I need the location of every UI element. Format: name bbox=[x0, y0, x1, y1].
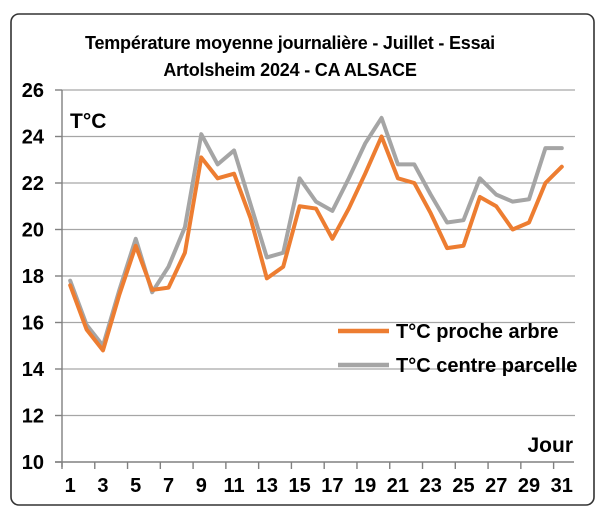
series-lines bbox=[68, 115, 564, 353]
x-tick-label: 13 bbox=[256, 475, 278, 497]
x-tick-label: 9 bbox=[196, 475, 207, 497]
x-tick-label: 7 bbox=[163, 475, 174, 497]
y-axis-label: T°C bbox=[70, 110, 106, 133]
y-tick-label: 12 bbox=[22, 406, 44, 428]
y-tick-label: 16 bbox=[22, 313, 44, 335]
x-tick-label: 21 bbox=[387, 475, 409, 497]
x-tick-label: 1 bbox=[65, 475, 76, 497]
x-tick-label: 3 bbox=[97, 475, 108, 497]
x-tick-label: 15 bbox=[288, 475, 310, 497]
x-tick-label: 31 bbox=[551, 475, 573, 497]
x-tick-label: 11 bbox=[223, 475, 244, 497]
chart-frame-border bbox=[10, 13, 595, 506]
series-line-0 bbox=[68, 134, 564, 353]
axes bbox=[55, 89, 574, 469]
legend: T°C proche arbre T°C centre parcelle bbox=[338, 321, 577, 377]
legend-label-centre-parcelle: T°C centre parcelle bbox=[396, 355, 577, 377]
x-tick-label: 25 bbox=[452, 475, 474, 497]
x-tick-label: 29 bbox=[518, 475, 540, 497]
x-axis-tick-labels: 1 3 5 7 9 11 13 15 17 19 21 23 25 27 29 31 bbox=[65, 475, 573, 497]
y-tick-label: 22 bbox=[22, 173, 44, 195]
y-tick-label: 26 bbox=[22, 80, 44, 102]
legend-label-proche-arbre: T°C proche arbre bbox=[396, 321, 558, 343]
y-tick-label: 10 bbox=[22, 452, 44, 474]
x-axis-label: Jour bbox=[527, 434, 573, 457]
x-tick-label: 17 bbox=[321, 475, 343, 497]
x-tick-label: 19 bbox=[354, 475, 376, 497]
x-tick-label: 27 bbox=[485, 475, 507, 497]
y-axis-tick-labels: 10 12 14 16 18 20 22 24 26 bbox=[22, 80, 45, 474]
series-line-1 bbox=[68, 115, 564, 348]
x-tick-label: 23 bbox=[420, 475, 442, 497]
y-tick-label: 20 bbox=[22, 220, 44, 242]
y-tick-label: 18 bbox=[22, 266, 44, 288]
chart-title-line2: Artolsheim 2024 - CA ALSACE bbox=[163, 60, 417, 80]
x-tick-label: 5 bbox=[130, 475, 141, 497]
y-tick-label: 24 bbox=[22, 127, 45, 149]
y-tick-label: 14 bbox=[22, 359, 45, 381]
chart-title-line1: Température moyenne journalière - Juille… bbox=[85, 33, 495, 53]
